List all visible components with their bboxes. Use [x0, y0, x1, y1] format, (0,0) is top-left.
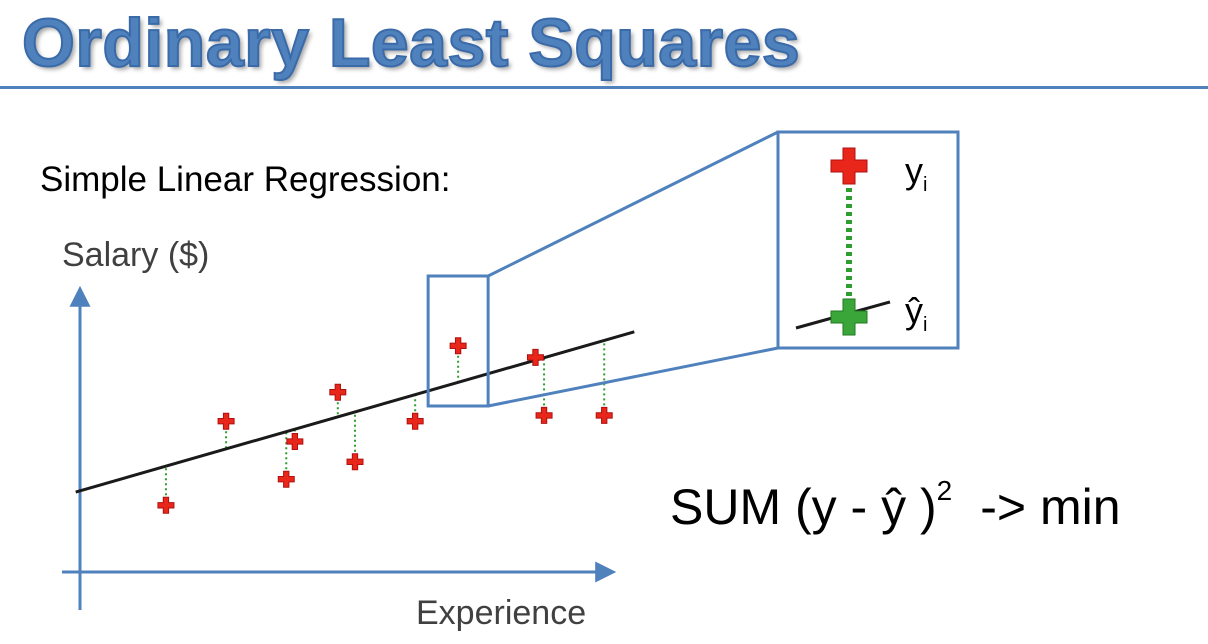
data-point: [157, 496, 175, 514]
x-axis-label: Experience: [416, 594, 587, 632]
connector-line: [487, 346, 779, 408]
connector-line: [487, 130, 779, 278]
data-point: [346, 453, 364, 471]
predicted-value-symbol: ŷ: [905, 290, 923, 331]
y-axis-label: Salary ($): [62, 236, 210, 274]
highlight-box: [426, 274, 490, 408]
data-point: [449, 337, 467, 355]
data-point: [595, 406, 613, 424]
data-point: [277, 470, 295, 488]
data-point: [535, 406, 553, 424]
data-point: [217, 412, 235, 430]
actual-value-symbol: y: [905, 150, 923, 191]
objective-formula: SUM (y - ŷ )2 -> min: [670, 475, 1121, 536]
data-point: [329, 383, 347, 401]
title-divider: [0, 86, 1208, 89]
data-point: [286, 433, 304, 450]
actual-value-subscript: i: [923, 174, 928, 197]
zoom-actual-point: [830, 147, 868, 185]
zoom-frame: [776, 130, 960, 350]
predicted-value-label: ŷi: [905, 290, 927, 337]
data-point: [406, 412, 424, 430]
actual-value-label: yi: [905, 150, 927, 197]
formula-exponent: 2: [936, 475, 953, 507]
predicted-value-subscript: i: [923, 314, 928, 337]
page-title: Ordinary Least Squares: [21, 4, 801, 82]
zoom-panel: [776, 130, 960, 350]
zoom-connector: [426, 130, 779, 408]
data-points: [157, 337, 613, 514]
subtitle: Simple Linear Regression:: [40, 160, 451, 199]
formula-min: -> min: [980, 479, 1121, 535]
formula-sum: SUM (y - ŷ ): [670, 479, 937, 535]
data-point: [526, 348, 544, 366]
zoom-predicted-point: [830, 298, 868, 336]
